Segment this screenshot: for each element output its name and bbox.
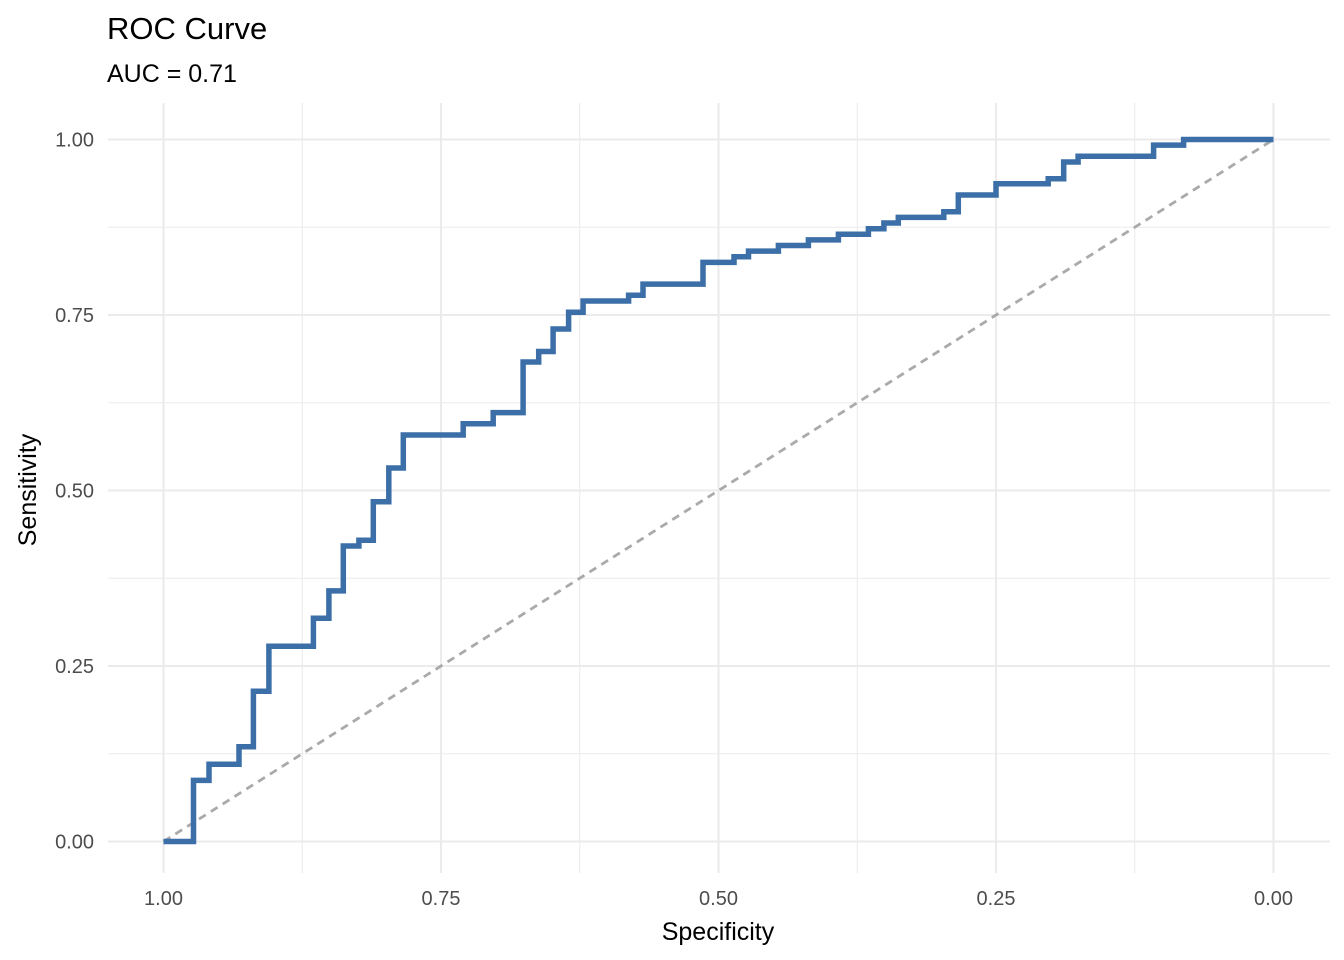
y-axis-title: Sensitivity: [14, 433, 42, 546]
y-tick-label: 0.25: [55, 656, 94, 678]
chart-title: ROC Curve: [107, 11, 267, 46]
grid-lines: [108, 103, 1330, 873]
chart-subtitle: AUC = 0.71: [107, 60, 237, 88]
x-tick-label: 0.75: [422, 888, 461, 910]
x-tick-labels: 1.00 0.75 0.50 0.25 0.00: [144, 888, 1293, 910]
x-tick-label: 0.00: [1254, 888, 1293, 910]
y-tick-labels: 0.00 0.25 0.50 0.75 1.00: [55, 130, 94, 854]
x-tick-label: 0.50: [699, 888, 738, 910]
y-tick-label: 0.00: [55, 832, 94, 854]
x-axis-title: Specificity: [662, 918, 775, 946]
roc-curve-layer: [163, 136, 1274, 845]
reference-diagonal-line: [162, 138, 1275, 843]
reference-line-layer: [162, 138, 1275, 843]
roc-curve-line: [163, 136, 1274, 845]
y-tick-label: 0.75: [55, 305, 94, 327]
x-tick-label: 1.00: [144, 888, 183, 910]
x-tick-label: 0.25: [977, 888, 1016, 910]
y-tick-label: 0.50: [55, 481, 94, 503]
y-tick-label: 1.00: [55, 130, 94, 152]
